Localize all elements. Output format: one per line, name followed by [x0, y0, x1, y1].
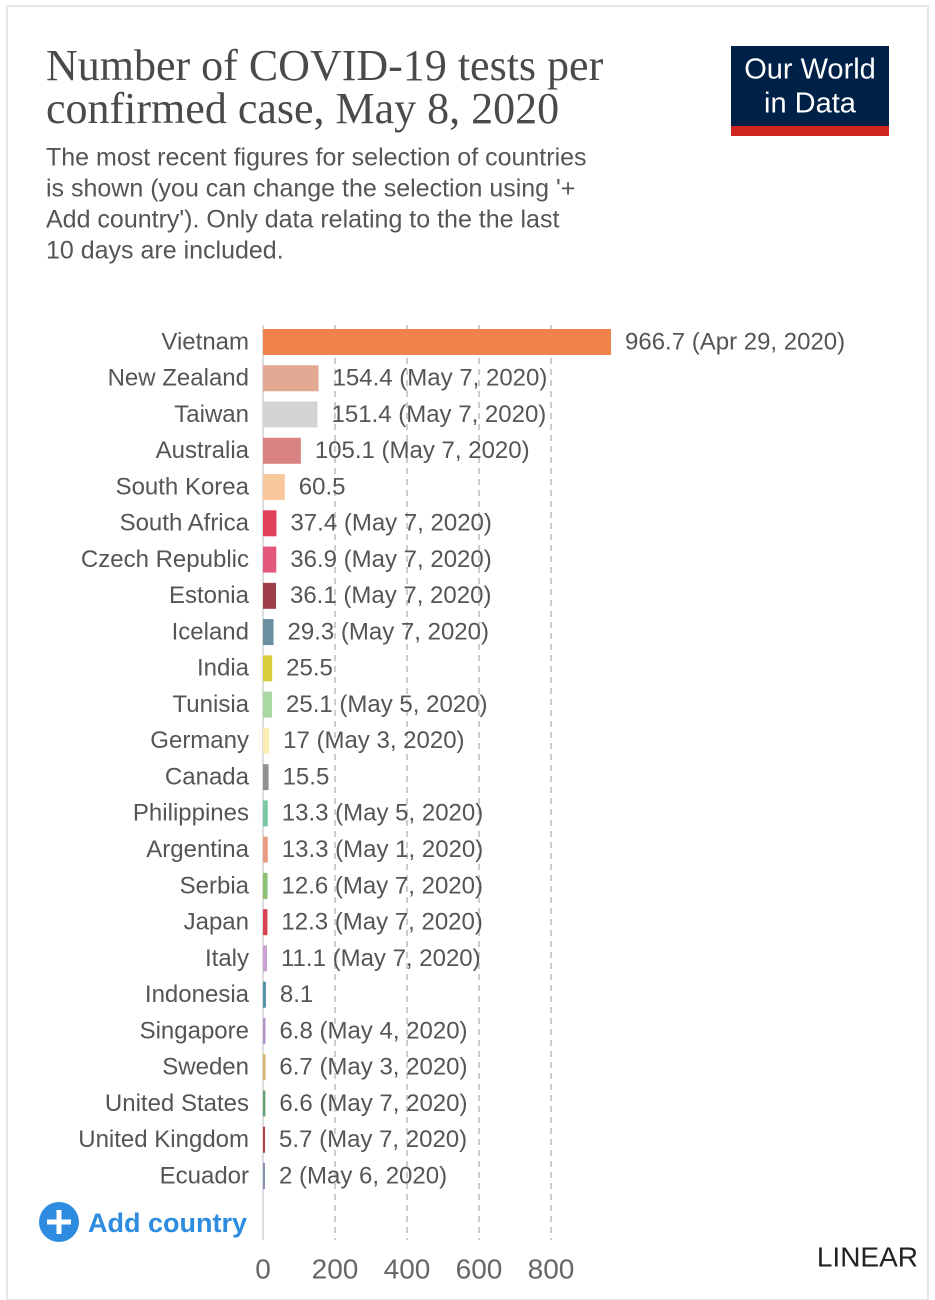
add-country-button[interactable]: Add country	[88, 1208, 247, 1238]
chart-subtitle: is shown (you can change the selection u…	[46, 175, 575, 203]
category-label: Indonesia	[145, 981, 250, 1008]
value-label: 6.7 (May 3, 2020)	[279, 1054, 467, 1081]
value-label: 15.5	[283, 763, 330, 790]
category-label: Italy	[205, 945, 249, 972]
category-label: Canada	[165, 763, 250, 790]
bar	[263, 1017, 266, 1044]
value-label: 154.4 (May 7, 2020)	[333, 365, 548, 392]
bar	[263, 619, 274, 646]
bar	[263, 1090, 266, 1117]
value-label: 25.1 (May 5, 2020)	[286, 691, 487, 718]
chart-subtitle: Add country'). Only data relating to the…	[46, 206, 559, 234]
value-label: 5.7 (May 7, 2020)	[279, 1126, 467, 1153]
bar	[263, 1126, 266, 1153]
value-label: 25.5	[286, 655, 333, 682]
add-icon-plus[interactable]	[47, 1210, 71, 1234]
value-label: 12.3 (May 7, 2020)	[281, 909, 482, 936]
category-label: Philippines	[133, 800, 249, 827]
bar	[263, 691, 273, 718]
category-label: Czech Republic	[81, 546, 249, 573]
bar	[263, 945, 267, 972]
chart-title: Number of COVID-19 tests per	[46, 41, 604, 90]
bar	[263, 1163, 265, 1189]
logo-text: in Data	[764, 88, 857, 120]
x-tick-label: 400	[384, 1253, 431, 1284]
value-label: 105.1 (May 7, 2020)	[315, 437, 530, 464]
value-label: 6.6 (May 7, 2020)	[279, 1090, 467, 1117]
value-label: 13.3 (May 1, 2020)	[282, 836, 483, 863]
category-label: Iceland	[172, 618, 249, 645]
category-label: United States	[105, 1090, 249, 1117]
category-label: South Africa	[120, 510, 250, 537]
value-label: 2 (May 6, 2020)	[279, 1162, 447, 1189]
bar	[263, 764, 269, 791]
logo-box	[731, 46, 889, 136]
bar	[263, 582, 276, 609]
category-label: United Kingdom	[78, 1126, 249, 1153]
scale-toggle[interactable]: LINEAR	[817, 1241, 918, 1272]
bar	[263, 329, 612, 355]
chart-subtitle: 10 days are included.	[46, 237, 284, 265]
bar	[263, 1054, 266, 1081]
value-label: 17 (May 3, 2020)	[283, 727, 464, 754]
bar	[263, 727, 270, 754]
chart-title: confirmed case, May 8, 2020	[46, 84, 559, 133]
category-label: Estonia	[169, 582, 250, 609]
category-label: New Zealand	[108, 365, 249, 392]
x-tick-label: 0	[255, 1253, 271, 1284]
bar	[263, 510, 277, 537]
logo-text: Our World	[744, 54, 876, 86]
category-label: Singapore	[140, 1017, 249, 1044]
x-tick-label: 800	[528, 1253, 575, 1284]
x-tick-label: 600	[456, 1253, 503, 1284]
bar	[263, 546, 277, 573]
category-label: Vietnam	[161, 328, 249, 355]
logo-strip	[731, 126, 889, 136]
category-label: Tunisia	[173, 691, 250, 718]
category-label: Argentina	[146, 836, 249, 863]
value-label: 966.7 (Apr 29, 2020)	[625, 328, 845, 355]
value-label: 12.6 (May 7, 2020)	[282, 872, 483, 899]
bar	[263, 836, 268, 863]
chart-subtitle: The most recent figures for selection of…	[46, 144, 587, 172]
value-label: 36.9 (May 7, 2020)	[290, 546, 491, 573]
bar	[263, 981, 266, 1008]
value-label: 36.1 (May 7, 2020)	[290, 582, 491, 609]
category-label: Germany	[150, 727, 249, 754]
category-label: Serbia	[180, 872, 250, 899]
value-label: 29.3 (May 7, 2020)	[288, 618, 489, 645]
value-label: 13.3 (May 5, 2020)	[282, 800, 483, 827]
bar	[263, 655, 273, 682]
value-label: 151.4 (May 7, 2020)	[332, 401, 547, 428]
x-tick-label: 200	[312, 1253, 359, 1284]
category-label: Ecuador	[160, 1162, 249, 1189]
value-label: 37.4 (May 7, 2020)	[290, 510, 491, 537]
category-label: Taiwan	[174, 401, 249, 428]
value-label: 11.1 (May 7, 2020)	[281, 945, 481, 972]
bar	[263, 909, 268, 936]
bar	[263, 872, 268, 899]
value-label: 6.8 (May 4, 2020)	[279, 1017, 467, 1044]
category-label: Japan	[184, 909, 249, 936]
value-label: 8.1	[280, 981, 313, 1008]
value-label: 60.5	[299, 473, 346, 500]
category-label: South Korea	[116, 473, 250, 500]
card	[6, 5, 929, 1300]
bar	[263, 401, 318, 428]
bar	[263, 800, 268, 827]
category-label: Australia	[156, 437, 250, 464]
category-label: Sweden	[162, 1054, 249, 1081]
bar	[263, 474, 285, 501]
category-label: India	[197, 655, 250, 682]
bar	[263, 437, 301, 464]
bar	[263, 365, 319, 392]
